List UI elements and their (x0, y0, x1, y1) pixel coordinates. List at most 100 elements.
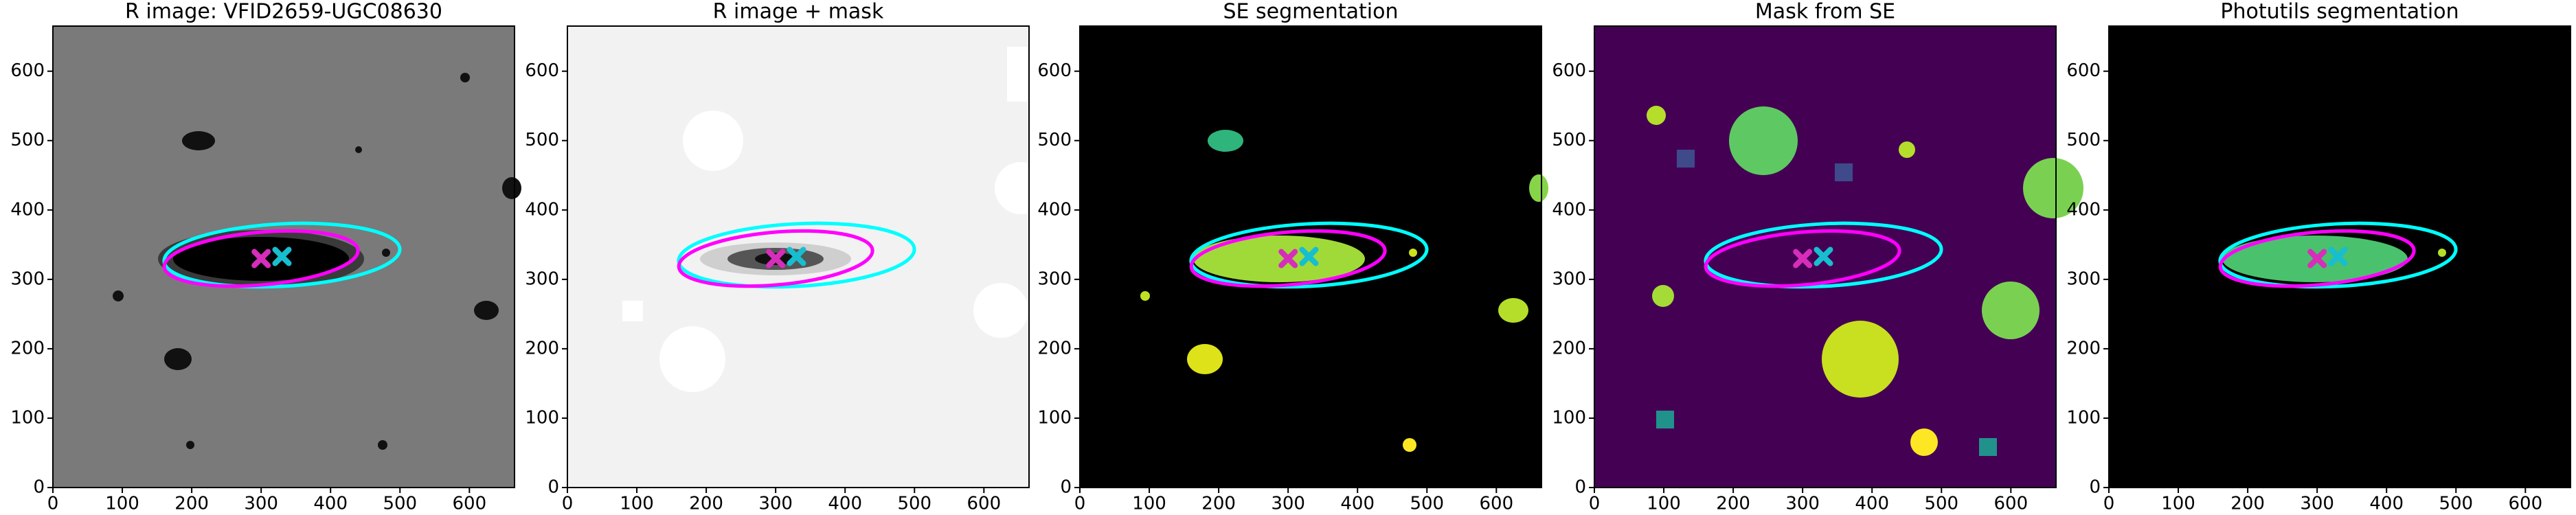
x-tick-label: 400 (1855, 494, 1889, 514)
star (460, 73, 470, 82)
galaxy-segment (1193, 236, 1365, 282)
segment (1529, 174, 1548, 202)
y-tick-label: 400 (2066, 199, 2101, 220)
mask-region (1835, 163, 1853, 181)
y-tick-label: 400 (525, 199, 559, 220)
x-tick-label: 500 (1410, 494, 1444, 514)
y-tick-label: 300 (1552, 268, 1586, 289)
star (182, 131, 215, 150)
mask-region (1899, 141, 1915, 158)
star (164, 348, 192, 370)
x-tick-label: 100 (2161, 494, 2195, 514)
mask-region (1979, 438, 1997, 456)
mask-region (1652, 285, 1674, 307)
mask-region (1656, 411, 1674, 428)
star (355, 146, 362, 153)
mask-region (622, 301, 643, 321)
mask-region (973, 283, 1028, 338)
x-tick-label: 200 (689, 494, 723, 514)
x-tick-label: 300 (1785, 494, 1820, 514)
y-tick-label: 100 (1552, 407, 1586, 428)
center-marker (2328, 247, 2348, 266)
x-tick-label: 0 (1589, 494, 1601, 514)
y-tick-label: 400 (10, 199, 45, 220)
star (502, 177, 521, 199)
mask-region (1729, 106, 1798, 175)
image-r (53, 26, 521, 488)
x-tick-label: 200 (2230, 494, 2265, 514)
segment (1208, 130, 1243, 152)
segment (1140, 291, 1150, 301)
y-tick-label: 0 (1060, 477, 1072, 498)
axes-frame (2108, 25, 2571, 488)
mask-region (1822, 321, 1899, 398)
x-tick-label: 600 (2508, 494, 2542, 514)
center-marker (1814, 247, 1833, 266)
aperture-ellipse (2218, 229, 2416, 288)
x-tick-label: 300 (758, 494, 793, 514)
mask-region (659, 326, 725, 392)
y-tick-label: 100 (1037, 407, 1072, 428)
aperture-ellipse (677, 229, 874, 288)
y-tick-label: 300 (2066, 268, 2101, 289)
star (474, 301, 499, 320)
mask-region (2023, 158, 2083, 218)
y-tick-label: 0 (547, 477, 559, 498)
center-marker (251, 249, 271, 268)
y-tick-label: 100 (10, 407, 45, 428)
aperture-ellipse (162, 229, 360, 288)
center-marker (1299, 247, 1319, 266)
y-tick-label: 600 (1037, 60, 1072, 81)
x-tick-label: 300 (2300, 494, 2334, 514)
x-tick-label: 100 (1132, 494, 1166, 514)
aperture-ellipse (1189, 229, 1387, 288)
center-marker (1278, 249, 1298, 268)
y-tick-label: 200 (525, 338, 559, 358)
x-tick-label: 600 (1993, 494, 2028, 514)
mask-region (1982, 282, 2040, 339)
x-tick-label: 500 (897, 494, 931, 514)
x-tick-label: 200 (1716, 494, 1750, 514)
center-marker (787, 247, 806, 266)
y-tick-label: 300 (10, 268, 45, 289)
mask-region (1007, 47, 1028, 102)
segment (2438, 249, 2446, 257)
image-se-segmentation (1080, 26, 1548, 488)
x-tick-label: 100 (105, 494, 139, 514)
image-masked (567, 26, 1047, 488)
mask-region (1647, 106, 1666, 125)
y-tick-label: 600 (2066, 60, 2101, 81)
x-tick-label: 500 (383, 494, 417, 514)
y-tick-label: 600 (525, 60, 559, 81)
star (186, 441, 194, 449)
mask-region (1910, 428, 1938, 456)
segment (1498, 298, 1528, 323)
star (113, 290, 124, 301)
x-tick-label: 600 (452, 494, 486, 514)
panel-title: R image: VFID2659-UGC08630 (125, 0, 442, 24)
mask-region (683, 111, 743, 171)
segment (1403, 438, 1416, 452)
x-tick-label: 0 (1074, 494, 1086, 514)
axes-frame (1594, 25, 2057, 488)
star (378, 440, 387, 450)
center-marker (1793, 249, 1813, 268)
y-tick-label: 0 (2089, 477, 2101, 498)
x-tick-label: 200 (174, 494, 209, 514)
center-marker (272, 247, 292, 266)
y-tick-label: 200 (1552, 338, 1586, 358)
y-tick-label: 100 (2066, 407, 2101, 428)
panel-title: Mask from SE (1755, 0, 1895, 24)
y-tick-label: 200 (10, 338, 45, 358)
image-se-mask (1594, 26, 2083, 488)
x-tick-label: 600 (967, 494, 1001, 514)
y-tick-label: 200 (2066, 338, 2101, 358)
y-tick-label: 0 (33, 477, 45, 498)
y-tick-label: 300 (1037, 268, 1072, 289)
y-tick-label: 0 (1574, 477, 1586, 498)
center-marker (766, 249, 786, 268)
mask-region (1677, 150, 1695, 168)
y-tick-label: 200 (1037, 338, 1072, 358)
x-tick-label: 0 (47, 494, 59, 514)
